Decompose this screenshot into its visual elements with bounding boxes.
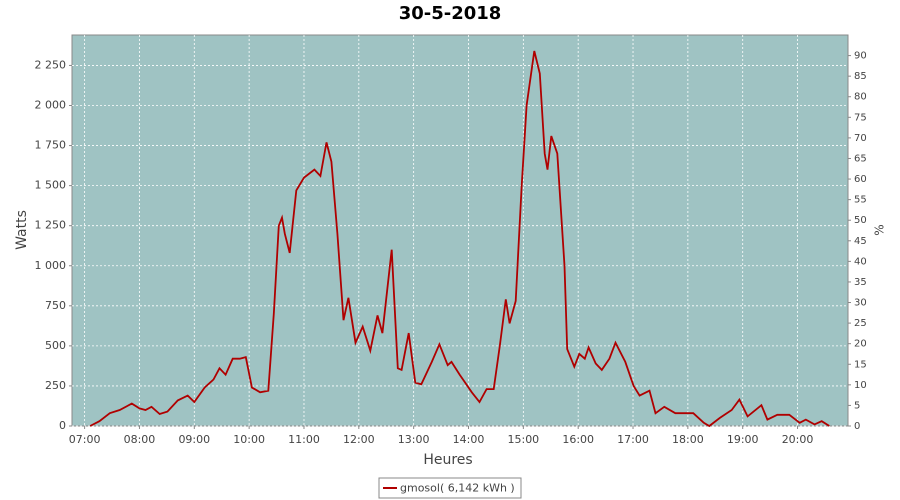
x-tick-label: 10:00 — [233, 433, 265, 446]
plot-area — [71, 34, 849, 427]
chart-title: 30-5-2018 — [399, 3, 502, 24]
y2-tick-label: 35 — [854, 277, 867, 288]
y2-tick-label: 75 — [854, 112, 867, 123]
y2-tick-label: 5 — [854, 400, 860, 411]
y-tick-label: 0 — [59, 419, 66, 432]
y2-tick-label: 90 — [854, 51, 867, 62]
x-tick-label: 09:00 — [178, 433, 210, 446]
y-tick-label: 1 750 — [35, 139, 67, 152]
y2-tick-label: 25 — [854, 318, 867, 329]
y2-tick-label: 85 — [854, 71, 867, 82]
x-tick-label: 20:00 — [782, 433, 814, 446]
y-tick-label: 1 000 — [35, 259, 67, 272]
x-tick-label: 17:00 — [617, 433, 649, 446]
x-tick-label: 14:00 — [453, 433, 485, 446]
legend-box — [378, 477, 522, 499]
y2-tick-label: 30 — [854, 298, 867, 309]
x-tick-label: 13:00 — [398, 433, 430, 446]
x-tick-label: 15:00 — [507, 433, 539, 446]
x-tick-label: 08:00 — [124, 433, 156, 446]
y-tick-label: 1 250 — [35, 219, 67, 232]
y-tick-label: 1 500 — [35, 179, 67, 192]
series-line — [89, 50, 830, 428]
y2-tick-label: 20 — [854, 339, 867, 350]
y-tick-label: 2 000 — [35, 99, 67, 112]
y2-axis-label: % — [873, 224, 887, 235]
y-tick-label: 500 — [45, 339, 66, 352]
y2-tick-label: 0 — [854, 421, 860, 432]
x-tick-label: 16:00 — [562, 433, 594, 446]
y-tick-label: 250 — [45, 379, 66, 392]
y2-tick-label: 55 — [854, 195, 867, 206]
x-tick-label: 11:00 — [288, 433, 320, 446]
y2-tick-label: 65 — [854, 153, 867, 164]
y-tick-label: 2 250 — [35, 58, 67, 71]
x-tick-label: 19:00 — [727, 433, 759, 446]
y2-tick-label: 50 — [854, 215, 867, 226]
y2-tick-label: 80 — [854, 92, 867, 103]
legend-label: gmosol( 6,142 kWh ) — [400, 482, 515, 495]
x-axis-label: Heures — [423, 452, 472, 468]
y2-tick-label: 60 — [854, 174, 867, 185]
y2-tick-label: 70 — [854, 133, 867, 144]
y2-tick-label: 45 — [854, 236, 867, 247]
x-tick-label: 12:00 — [343, 433, 375, 446]
y2-tick-label: 40 — [854, 256, 867, 267]
y-tick-label: 750 — [45, 299, 66, 312]
y-axis-label: Watts — [14, 210, 30, 250]
x-tick-label: 07:00 — [69, 433, 101, 446]
x-tick-label: 18:00 — [672, 433, 704, 446]
y2-tick-label: 15 — [854, 359, 867, 370]
y2-tick-label: 10 — [854, 380, 867, 391]
